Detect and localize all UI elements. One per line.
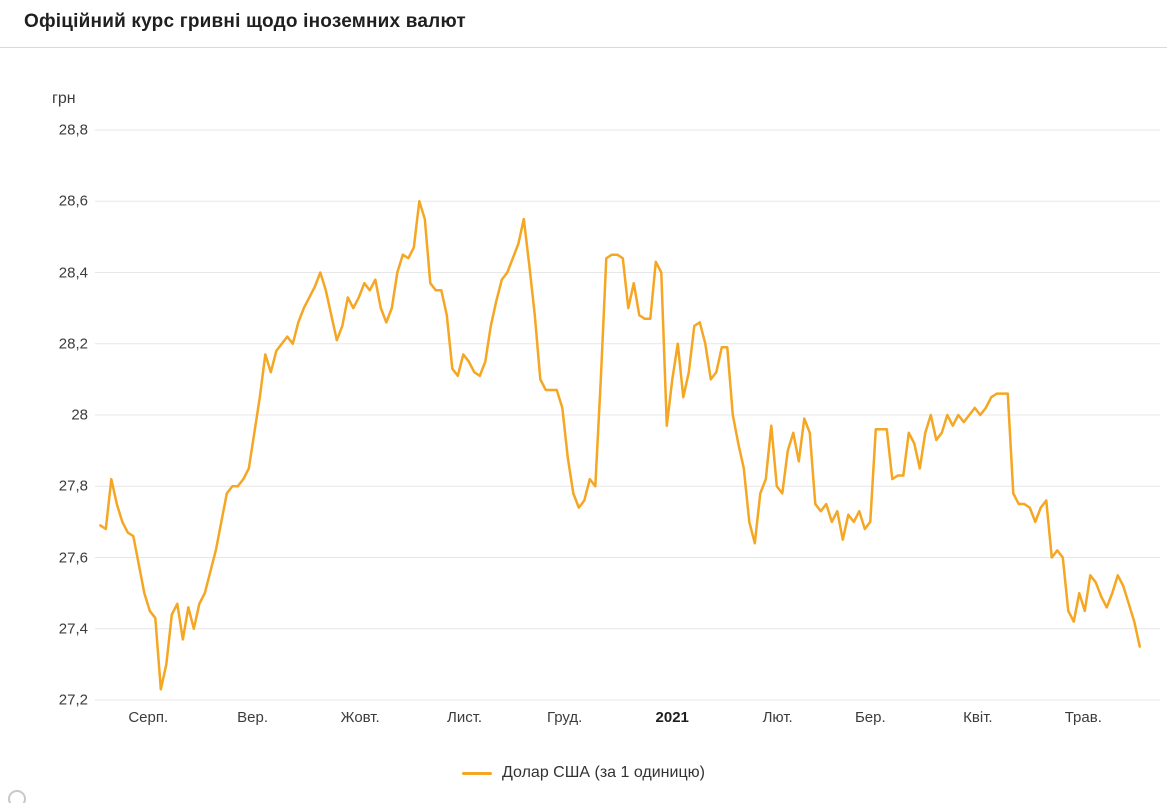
x-tick-label: Квіт. [963, 709, 993, 726]
y-tick-label: 27,4 [58, 620, 88, 638]
x-tick-label: Трав. [1064, 709, 1102, 726]
legend-line-swatch [462, 771, 493, 775]
page-title: Офіційний курс гривні щодо іноземних вал… [24, 11, 466, 32]
y-tick-label: 27,2 [58, 691, 88, 709]
y-tick-label: 28,6 [58, 192, 88, 210]
x-tick-label: Серп. [128, 709, 169, 726]
x-tick-label: Вер. [237, 709, 269, 726]
x-tick-label: 2021 [655, 709, 689, 726]
x-tick-label: Лют. [762, 709, 793, 726]
x-tick-label: Бер. [854, 709, 886, 726]
y-tick-label: 28,8 [58, 121, 88, 139]
x-tick-label: Лист. [446, 709, 483, 726]
usd-rate-line[interactable] [99, 200, 1142, 691]
x-tick-label: Жовт. [340, 709, 380, 726]
chart-header: Офіційний курс гривні щодо іноземних вал… [0, 0, 1167, 48]
y-tick-label: 28,4 [58, 264, 88, 281]
reload-icon [8, 790, 26, 803]
y-tick-label: 27,8 [58, 477, 88, 495]
y-tick-label: 28 [71, 406, 88, 424]
y-tick-label: 27,6 [58, 549, 88, 566]
legend-label: Долар США (за 1 одиницю) [502, 764, 705, 781]
plot-area[interactable] [95, 129, 1160, 701]
y-axis-unit-label: грн [52, 90, 76, 107]
x-tick-label: Груд. [546, 709, 583, 726]
y-axis: 28,8 28,6 28,4 28,2 28 27,8 27,6 27,4 27,2 [0, 122, 88, 709]
y-tick-label: 28,2 [58, 335, 88, 353]
line-chart [95, 129, 1160, 701]
legend-item-usd[interactable]: Долар США (за 1 одиницю) [0, 764, 1167, 782]
x-axis: Серп. Вер. Жовт. Лист. Груд. 2021 Лют. Бер. Квіт… [95, 709, 1160, 731]
